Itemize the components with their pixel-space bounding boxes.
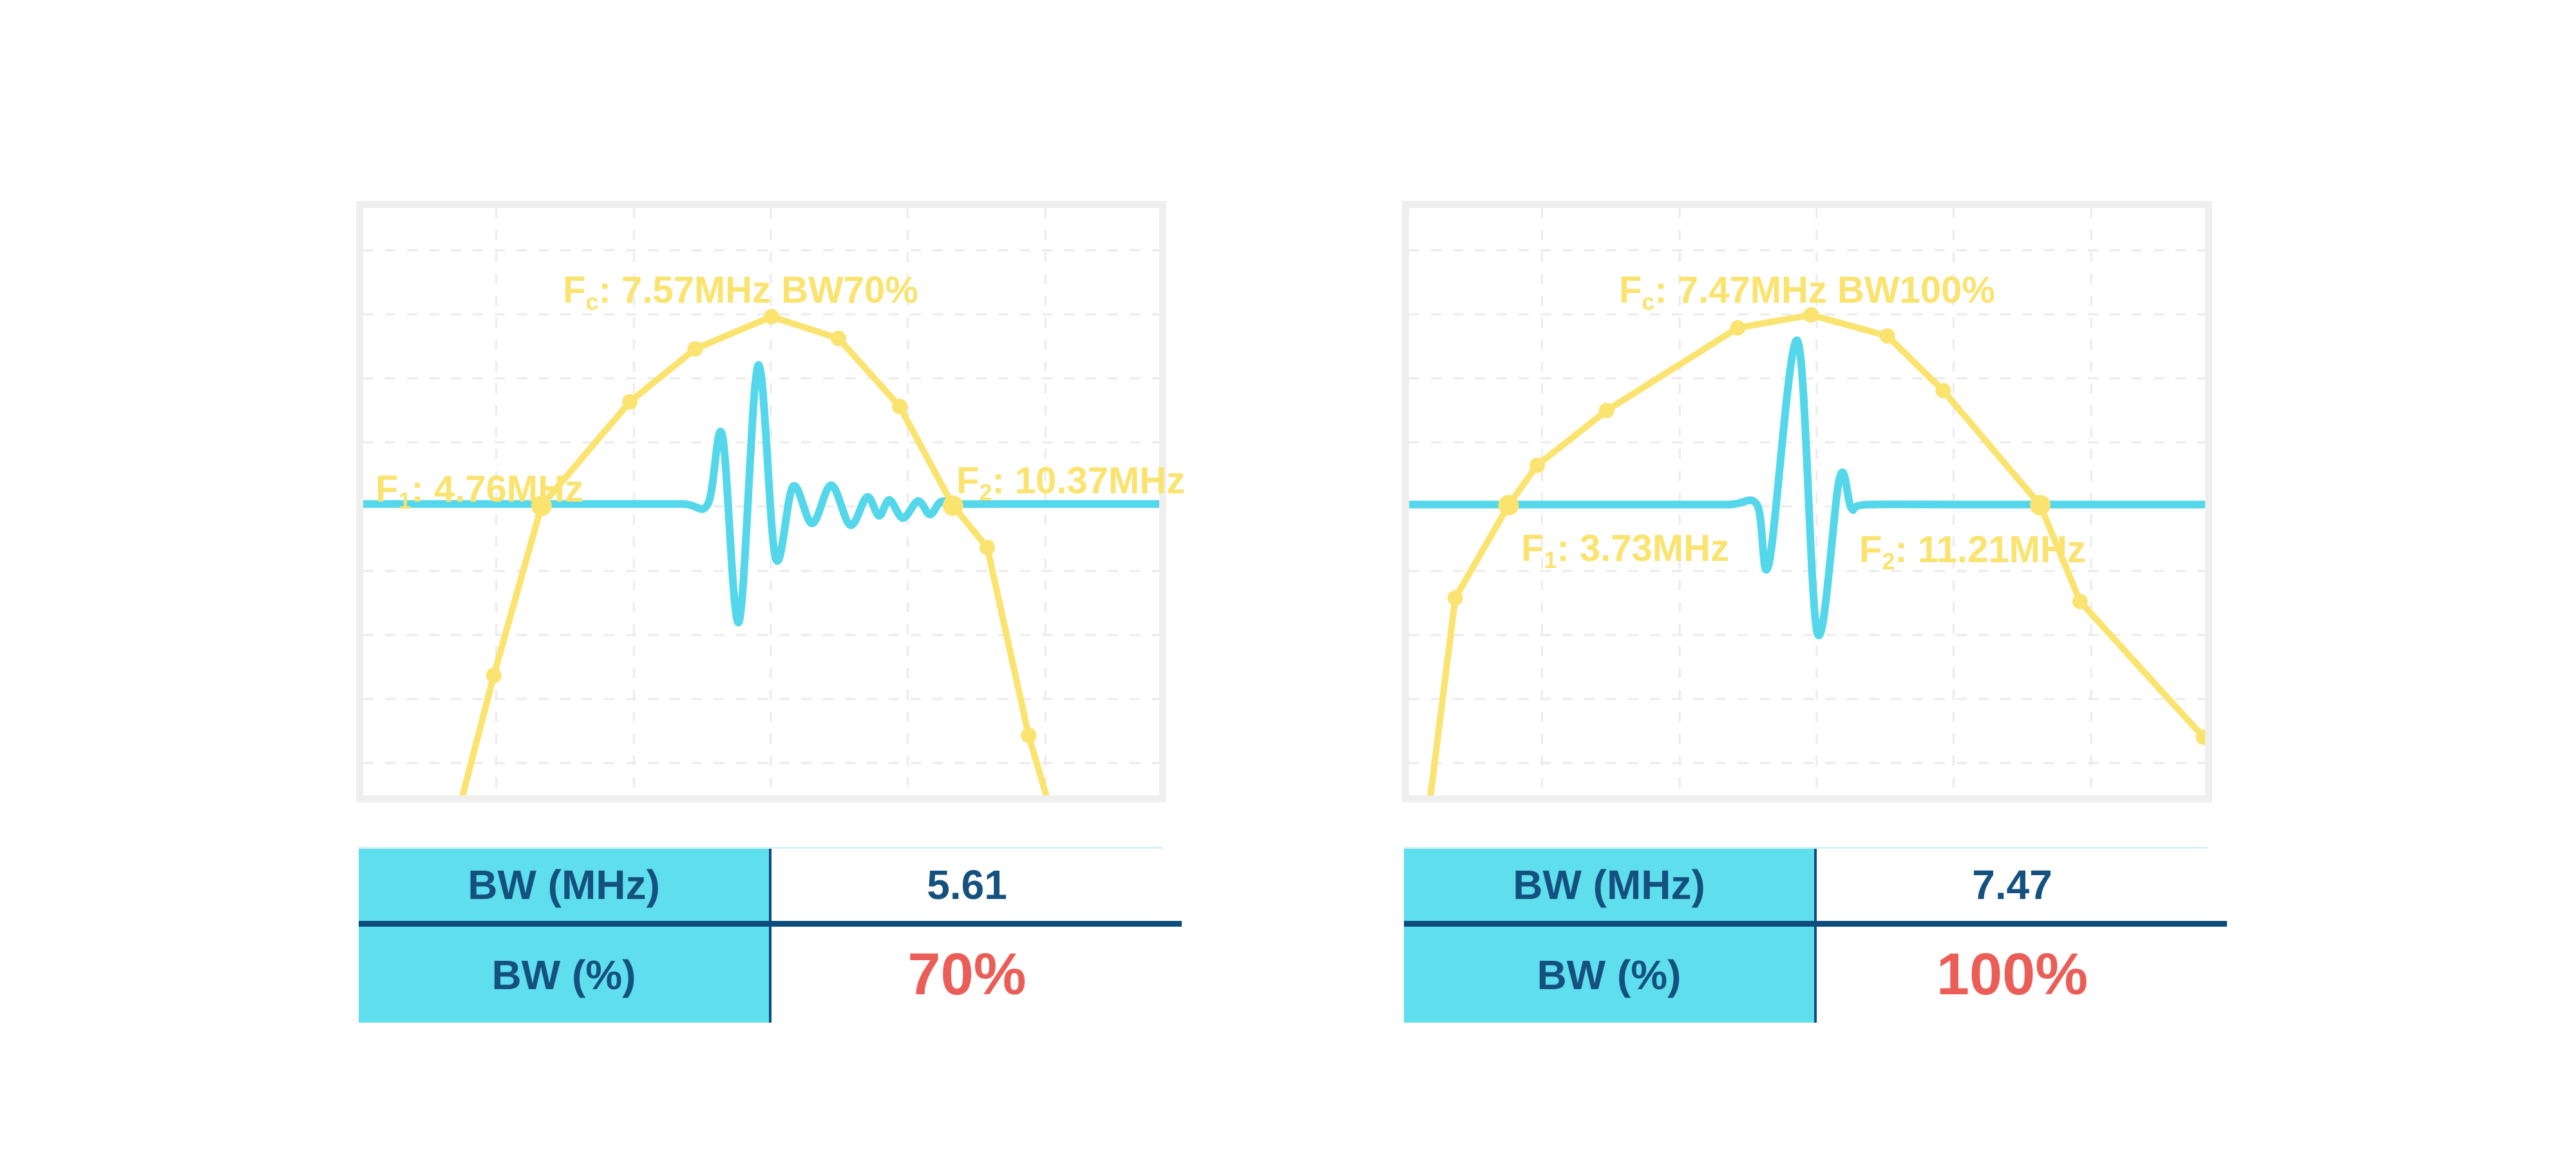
bw-pct-value: 70% <box>907 941 1027 1007</box>
spectrum-marker-dot <box>486 667 502 683</box>
fc-subscript: c <box>1642 288 1655 315</box>
bw-mhz-value: 7.47 <box>1972 862 2052 908</box>
f1-annotation: F1: 3.73MHz <box>1521 528 1729 572</box>
spectrum-marker-dot <box>764 308 780 325</box>
spectrum-marker-dot <box>1021 727 1037 743</box>
bw-mhz-label-cell: BW (MHz) <box>359 849 769 921</box>
bw-mhz-label: BW (MHz) <box>1513 862 1705 908</box>
bw-pct-value-cell: 100% <box>1817 927 2208 1023</box>
spectrum-marker-dot <box>1447 590 1463 606</box>
f2-symbol: F <box>956 460 980 502</box>
f2-subscript: 2 <box>1882 547 1895 574</box>
table-top-border <box>359 847 1162 849</box>
spectrum-marker-dot <box>980 540 996 556</box>
spectrum-marker-dot <box>1803 307 1819 323</box>
f1-value: : 4.76MHz <box>411 468 583 510</box>
f1-subscript: 1 <box>1544 546 1557 573</box>
bw-table-left: BW (MHz) 5.61 BW (%) 70% <box>359 847 1182 1023</box>
spectrum-marker-dot <box>687 341 703 357</box>
table-column-divider <box>1814 849 1817 1023</box>
f1-subscript: 1 <box>398 487 412 514</box>
spectrum-chart-right: Fc: 7.47MHz BW100% F1: 3.73MHz F2: 11.21… <box>1402 201 2212 802</box>
bw-table-right: BW (MHz) 7.47 BW (%) 100% <box>1404 847 2227 1023</box>
bw-pct-label-cell: BW (%) <box>1404 927 1814 1023</box>
fc-symbol: F <box>563 269 586 311</box>
fc-value: : 7.57MHz BW70% <box>598 269 918 311</box>
bw-mhz-label: BW (MHz) <box>468 862 660 908</box>
bw-mhz-value-cell: 7.47 <box>1817 849 2208 921</box>
spectrum-chart-left: Fc: 7.57MHz BW70% F1: 4.76MHz F2: 10.37M… <box>356 201 1185 802</box>
pulse-waveform <box>363 361 1159 627</box>
spectrum-marker-dot <box>892 399 908 415</box>
f2-value: : 11.21MHz <box>1895 529 2087 571</box>
bw-pct-value: 100% <box>1936 941 2088 1007</box>
f2-annotation: F2: 11.21MHz <box>1859 529 2086 574</box>
fc-symbol: F <box>1618 269 1642 311</box>
fc-subscript: c <box>585 288 599 315</box>
f1-symbol: F <box>375 468 399 510</box>
table-column-divider <box>769 849 772 1023</box>
bw-pct-label-cell: BW (%) <box>359 927 769 1023</box>
table-top-border <box>1404 847 2208 849</box>
pulse-waveform <box>1409 336 2205 639</box>
spectrum-marker-dot <box>2072 594 2088 610</box>
f1-annotation: F1: 4.76MHz <box>375 469 583 513</box>
f1-symbol: F <box>1521 527 1544 569</box>
bw-mhz-label-cell: BW (MHz) <box>1404 849 1814 921</box>
f2-symbol: F <box>1859 529 1882 571</box>
spectrum-marker-dot <box>830 330 846 346</box>
spectrum-curve <box>1427 311 2205 795</box>
spectrum-marker-dot <box>2030 495 2051 516</box>
spectrum-marker-dot <box>1529 457 1545 473</box>
spectrum-marker-dot <box>1598 402 1615 419</box>
bw-pct-label: BW (%) <box>1537 951 1681 998</box>
f2-subscript: 2 <box>979 478 992 506</box>
bw-mhz-value-cell: 5.61 <box>772 849 1162 921</box>
f1-value: : 3.73MHz <box>1557 527 1729 569</box>
spectrum-marker-dot <box>1935 383 1951 399</box>
bw-pct-value-cell: 70% <box>772 927 1162 1023</box>
fc-value: : 7.47MHz BW100% <box>1654 269 1996 311</box>
spectrum-plot-left <box>363 208 1159 795</box>
spectrum-marker-dot <box>622 393 638 410</box>
spectrum-marker-dot <box>1730 320 1746 336</box>
spectrum-marker-dot <box>2195 729 2205 745</box>
spectrum-marker-dot <box>531 495 552 516</box>
spectrum-plot-right <box>1409 208 2205 795</box>
spectrum-curve <box>459 313 1050 795</box>
f2-value: : 10.37MHz <box>992 460 1186 502</box>
spectrum-marker-dot <box>1879 328 1895 344</box>
bw-pct-label: BW (%) <box>491 951 636 998</box>
fc-annotation: Fc: 7.57MHz BW70% <box>563 270 918 314</box>
spectrum-marker-dot <box>942 495 963 516</box>
fc-annotation: Fc: 7.47MHz BW100% <box>1619 270 1995 314</box>
spectrum-marker-dot <box>1498 495 1519 516</box>
bw-mhz-value: 5.61 <box>927 862 1007 908</box>
f2-annotation: F2: 10.37MHz <box>956 460 1185 505</box>
